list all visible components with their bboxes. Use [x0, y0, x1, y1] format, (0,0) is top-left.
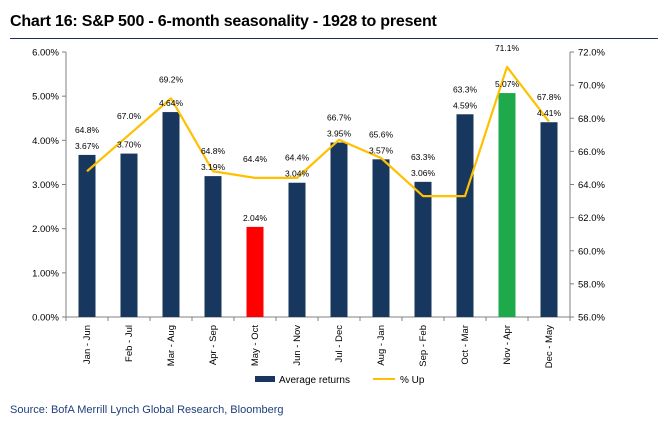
right-tick-label: 70.0%	[578, 81, 605, 92]
bar-9	[415, 182, 432, 317]
line-value-label: 69.2%	[159, 74, 184, 84]
bar-value-label: 5.07%	[495, 79, 520, 89]
line-value-label: 66.7%	[327, 113, 352, 123]
bar-10	[457, 114, 474, 317]
right-tick-label: 60.0%	[578, 246, 605, 257]
right-tick-label: 58.0%	[578, 279, 605, 290]
left-tick-label: 6.00%	[32, 48, 59, 59]
category-label: Mar - Aug	[166, 325, 177, 366]
right-tick-label: 64.0%	[578, 180, 605, 191]
line-value-label: 64.4%	[243, 154, 268, 164]
bar-5	[247, 227, 264, 317]
left-tick-label: 1.00%	[32, 268, 59, 279]
legend-label-line: % Up	[400, 375, 425, 386]
category-label: Sep - Feb	[418, 325, 429, 367]
line-value-label: 65.6%	[369, 129, 394, 139]
category-label: Oct - Mar	[460, 325, 471, 365]
pct-up-line	[87, 67, 549, 196]
line-value-label: 63.3%	[453, 84, 478, 94]
category-label: Dec - May	[544, 325, 555, 369]
bar-value-label: 2.04%	[243, 213, 268, 223]
source-note: Source: BofA Merrill Lynch Global Resear…	[10, 404, 284, 416]
category-label: Jun - Nov	[292, 325, 303, 366]
bar-2	[121, 154, 138, 317]
bar-12	[541, 122, 558, 317]
left-tick-label: 3.00%	[32, 180, 59, 191]
category-label: Apr - Sep	[208, 325, 219, 365]
line-value-label: 67.0%	[117, 111, 142, 121]
bar-8	[373, 159, 390, 317]
bar-value-label: 3.06%	[411, 168, 436, 178]
bar-value-label: 3.57%	[369, 145, 394, 155]
legend-swatch-bars	[255, 376, 275, 382]
bar-3	[163, 112, 180, 317]
right-tick-label: 68.0%	[578, 114, 605, 125]
right-tick-label: 72.0%	[578, 48, 605, 59]
category-label: Aug - Jan	[376, 325, 387, 366]
bar-value-label: 4.59%	[453, 100, 478, 110]
left-tick-label: 4.00%	[32, 136, 59, 147]
bar-value-label: 3.95%	[327, 129, 352, 139]
chart: 0.00% 1.00% 2.00% 3.00% 4.00% 5.00% 6.00% 56.0%…	[0, 0, 667, 426]
line-value-label: 64.8%	[201, 146, 226, 156]
line-value-label: 63.3%	[411, 152, 436, 162]
line-value-label: 67.8%	[537, 92, 562, 102]
bar-value-label: 4.41%	[537, 108, 562, 118]
right-tick-label: 56.0%	[578, 313, 605, 324]
left-tick-label: 2.00%	[32, 224, 59, 235]
bar-value-label: 3.67%	[75, 141, 100, 151]
bar-6	[289, 183, 306, 317]
line-value-label: 71.1%	[495, 43, 520, 53]
bar-value-label: 3.70%	[117, 140, 142, 150]
legend-label-bars: Average returns	[279, 375, 350, 386]
category-label: Feb - Jul	[124, 325, 135, 362]
category-label: Jan - Jun	[82, 325, 93, 364]
left-tick-label: 5.00%	[32, 92, 59, 103]
left-tick-label: 0.00%	[32, 313, 59, 324]
right-tick-label: 66.0%	[578, 147, 605, 158]
bar-value-label: 3.04%	[285, 169, 310, 179]
bar-4	[205, 176, 222, 317]
category-label: Jul - Dec	[334, 325, 345, 363]
bar-11	[499, 93, 516, 317]
category-label: Nov - Apr	[502, 325, 513, 365]
bar-7	[331, 143, 348, 317]
bar-value-label: 3.19%	[201, 162, 226, 172]
line-value-label: 64.8%	[75, 125, 100, 135]
line-value-label: 64.4%	[285, 153, 310, 163]
right-tick-label: 62.0%	[578, 213, 605, 224]
bar-1	[79, 155, 96, 317]
bar-value-label: 4.64%	[159, 98, 184, 108]
category-label: May - Oct	[250, 325, 261, 367]
